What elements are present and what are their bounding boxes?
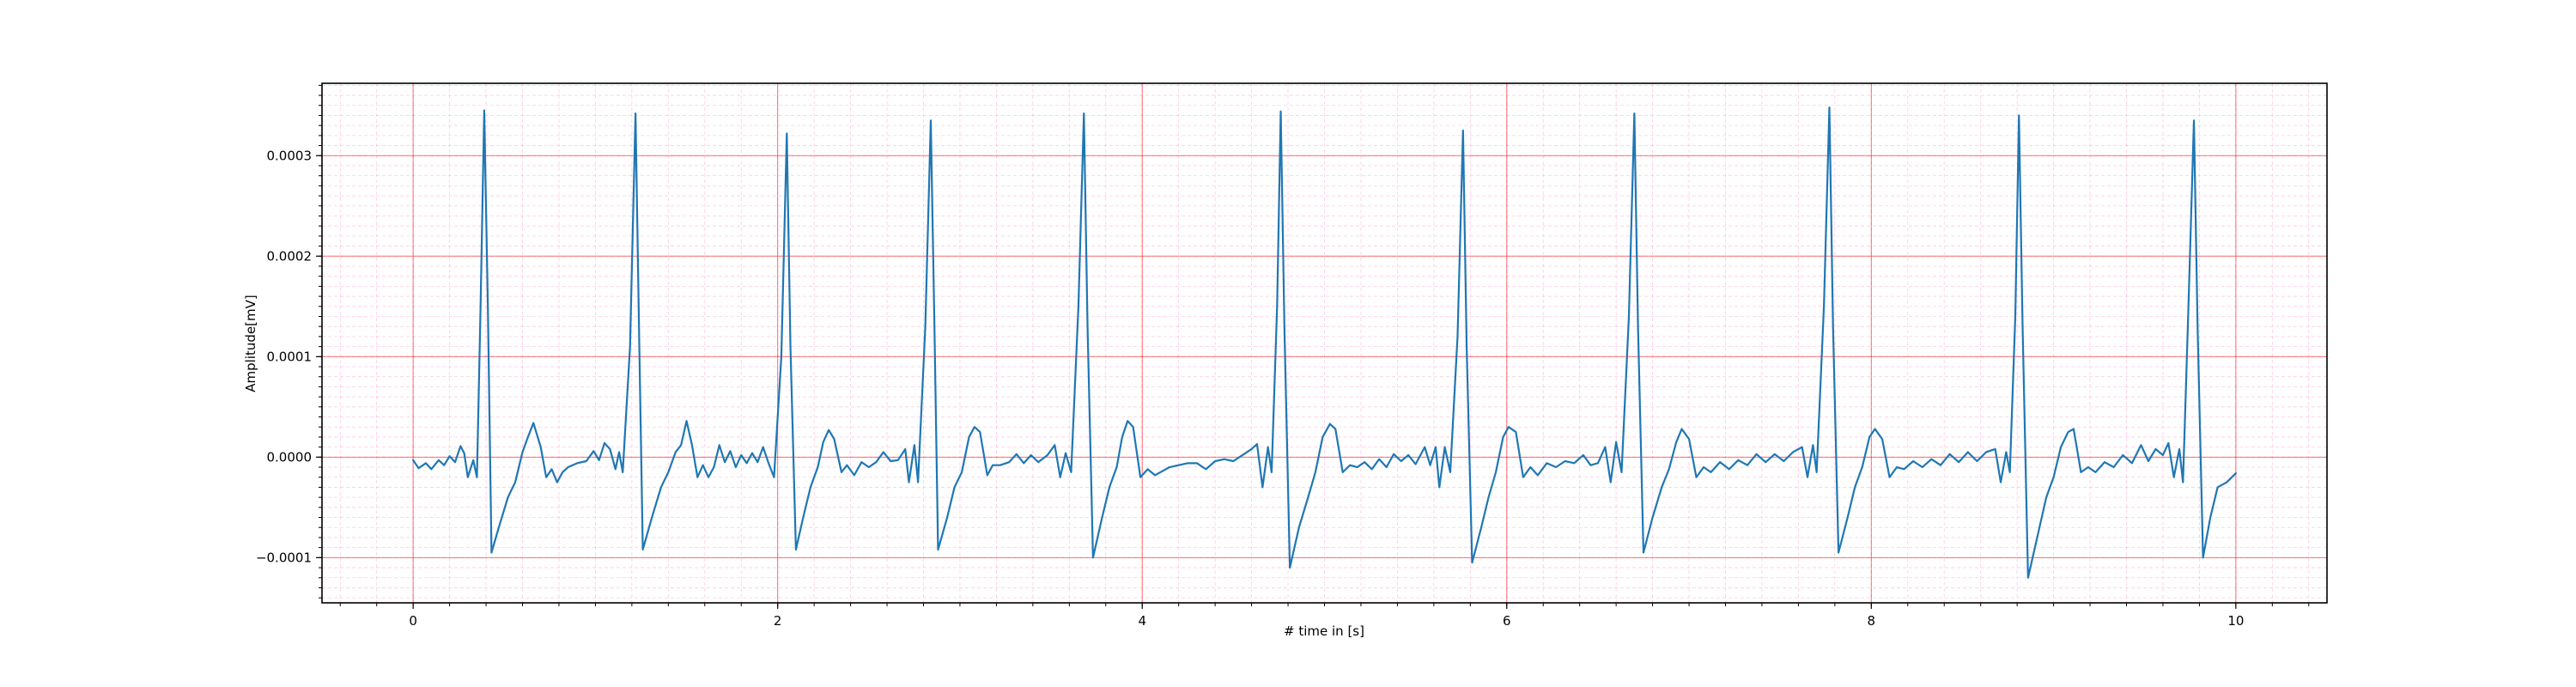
y-tick-label: −0.0001 bbox=[256, 550, 312, 565]
x-tick-label: 10 bbox=[2227, 613, 2244, 629]
major-grid bbox=[322, 83, 2327, 603]
x-axis: 0 2 4 6 8 10 bbox=[339, 603, 2310, 629]
x-tick-label: 2 bbox=[774, 613, 782, 629]
y-tick-label: 0.0001 bbox=[267, 349, 313, 364]
x-tick-label: 0 bbox=[409, 613, 417, 629]
y-tick-label: 0.0003 bbox=[267, 148, 313, 163]
x-tick-label: 4 bbox=[1138, 613, 1146, 629]
x-tick-label: 6 bbox=[1503, 613, 1511, 629]
y-tick-label: 0.0002 bbox=[267, 248, 313, 264]
y-axis-label: Amplitude[mV] bbox=[243, 295, 258, 392]
x-tick-label: 8 bbox=[1868, 613, 1876, 629]
y-axis: −0.0001 0.0000 0.0001 0.0002 0.0003 bbox=[256, 84, 322, 599]
plot-area bbox=[321, 82, 2328, 604]
x-axis-label: # time in [s] bbox=[1284, 623, 1364, 639]
series-line bbox=[412, 106, 2237, 579]
plot-background bbox=[322, 83, 2327, 603]
y-tick-label: 0.0000 bbox=[267, 449, 313, 465]
